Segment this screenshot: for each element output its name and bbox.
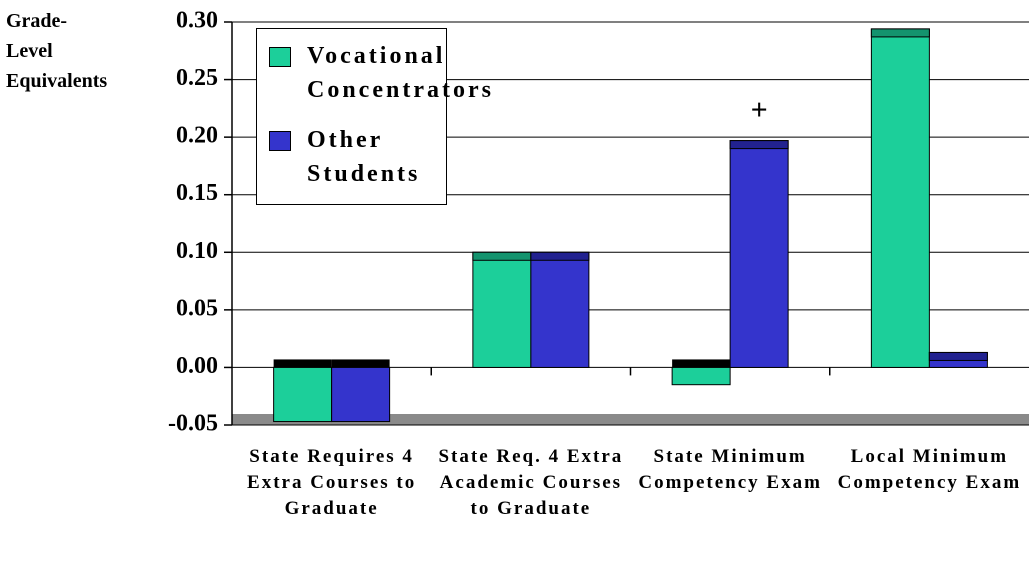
bar-cap: [530, 251, 590, 261]
legend-item: Vocational Concentrators: [267, 39, 491, 107]
bar-cap: [870, 28, 930, 38]
y-tick-label: 0.25: [176, 65, 218, 91]
y-tick-label: 0.10: [176, 238, 218, 264]
bar-cap: [472, 251, 532, 261]
bar: [530, 251, 590, 368]
bar: [331, 366, 391, 423]
bar-cap: [273, 359, 332, 368]
annotation: +: [751, 93, 768, 126]
bar: [472, 251, 532, 368]
bar: [729, 140, 789, 368]
x-tick-label: State Requires 4 Extra Courses to Gradua…: [247, 446, 417, 519]
legend-swatch: [269, 131, 291, 151]
x-tick-label: State Req. 4 Extra Academic Courses to G…: [438, 446, 624, 519]
floor: [232, 414, 1029, 425]
bar-cap: [331, 359, 390, 368]
bar: [273, 366, 333, 423]
y-axis-title: Grade-Level Equivalents: [6, 10, 108, 92]
legend: Vocational Concentrators Other Students: [256, 28, 491, 205]
y-tick-label: 0.00: [176, 353, 218, 379]
y-tick-label: -0.05: [168, 411, 218, 437]
y-tick-label: 0.15: [176, 180, 218, 206]
bar: [870, 28, 930, 368]
y-tick-label: 0.05: [176, 295, 218, 321]
bar-cap: [928, 351, 988, 361]
bar: [671, 366, 731, 386]
y-tick-label: 0.30: [176, 8, 218, 34]
bar-cap: [672, 359, 731, 368]
x-tick-label: Local Minimum Competency Exam: [837, 446, 1022, 493]
legend-item: Other Students: [267, 123, 447, 191]
bar-cap: [729, 140, 789, 150]
x-tick-label: State Minimum Competency Exam: [638, 446, 822, 493]
legend-swatch: [269, 47, 291, 67]
y-tick-label: 0.20: [176, 123, 218, 149]
